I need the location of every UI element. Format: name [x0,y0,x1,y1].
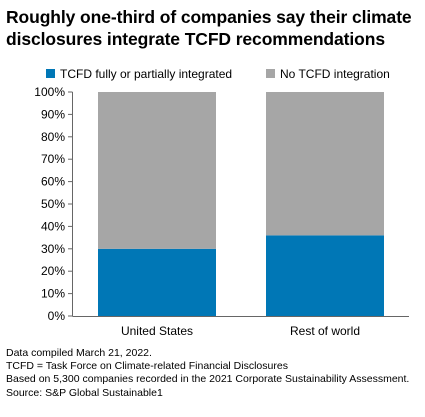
chart-footer: Data compiled March 21, 2022. TCFD = Tas… [6,347,421,400]
y-tick-label: 10% [41,287,65,301]
footer-sample-note: Based on 5,300 companies recorded in the… [6,373,410,386]
y-tick-label: 60% [41,175,65,189]
y-axis: 0% 10% 20% 30% 40% 50% 60% 70% 80% 90% 100% [34,85,73,323]
x-tick-label: Rest of world [290,324,360,338]
x-tick-label: United States [121,324,193,338]
footer-tcfd-definition: TCFD = Task Force on Climate-related Fin… [6,360,288,373]
x-axis: United States Rest of world [72,316,409,338]
y-tick-label: 20% [41,264,65,278]
legend: TCFD fully or partially integrated No TCF… [46,67,390,81]
y-tick-label: 70% [41,152,65,166]
bar-integrated-rest-of-world [266,235,384,316]
legend-label-integrated: TCFD fully or partially integrated [60,67,232,81]
y-tick-label: 40% [41,219,65,233]
y-tick-label: 90% [41,107,65,121]
bar-integrated-united-states [98,248,216,316]
bar-not-integrated-united-states [98,92,216,249]
bar-not-integrated-rest-of-world [266,92,384,236]
y-tick-label: 30% [41,242,65,256]
legend-swatch-not-integrated [266,69,275,78]
stacked-bar-chart: TCFD fully or partially integrated No TCF… [34,67,409,338]
footer-date-note: Data compiled March 21, 2022. [6,347,152,359]
y-tick-label: 0% [48,309,66,323]
legend-swatch-integrated [46,69,55,78]
y-tick-label: 80% [41,130,65,144]
y-tick-label: 100% [34,85,65,99]
chart-title: Roughly one-third of companies say their… [6,7,412,49]
bars [98,92,384,316]
legend-label-not-integrated: No TCFD integration [280,67,390,81]
footer-source: Source: S&P Global Sustainable1 [6,386,163,399]
y-tick-label: 50% [41,197,65,211]
